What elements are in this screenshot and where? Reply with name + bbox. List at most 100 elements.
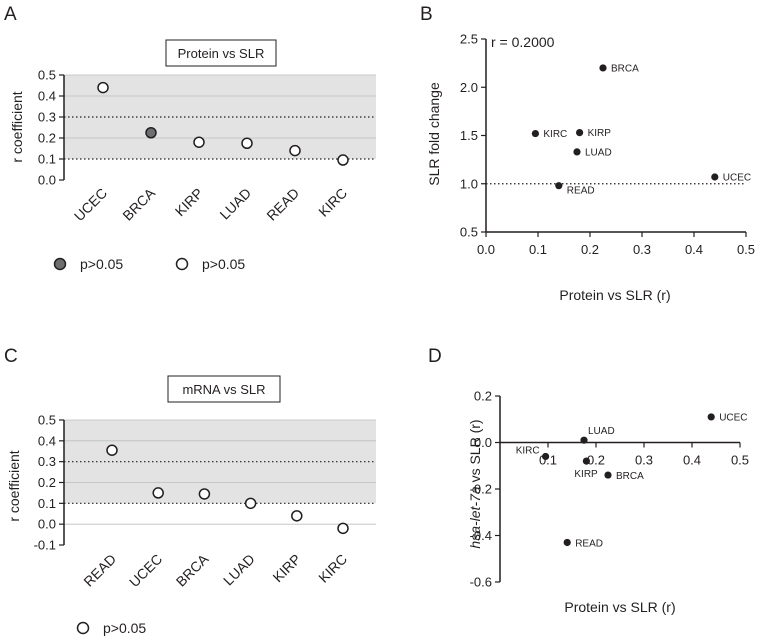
panel-a: Protein vs SLR 0.0 0.1 0.2 0.3 0.4 0.5 UCEC BRC…	[9, 39, 376, 272]
panel-d-ylabel-italic: hsa-let-7a	[467, 486, 483, 548]
point-label: LUAD	[588, 426, 615, 437]
data-point	[563, 538, 571, 547]
data-point	[193, 136, 205, 148]
y-tick-label: 0.2	[38, 475, 56, 490]
y-tick-label: 2.0	[460, 80, 478, 95]
data-point	[576, 129, 584, 137]
y-tick-label: 1.5	[460, 128, 478, 143]
data-point	[244, 497, 257, 510]
data-point	[97, 81, 109, 94]
x-category-label: KIRP	[269, 551, 303, 585]
y-tick-label: 0.0	[38, 517, 56, 532]
x-category-label: READ	[263, 185, 302, 224]
panel-c-title: mRNA vs SLR	[182, 382, 265, 397]
data-point	[291, 510, 303, 522]
y-tick-label: -0.2	[470, 482, 492, 497]
data-point	[599, 64, 607, 72]
point-label: LUAD	[585, 147, 612, 158]
panel-d-ylabel: hsa-let-7a vs SLR (r)	[467, 419, 483, 548]
legend-label-filled: p>0.05	[80, 256, 123, 272]
point-label: KIRC	[516, 445, 540, 456]
x-category-label: BRCA	[119, 184, 158, 223]
y-tick-label: 1.0	[460, 176, 478, 191]
data-point	[580, 436, 588, 444]
x-category-label: KIRP	[172, 185, 206, 219]
panel-letter-c: C	[4, 346, 18, 367]
x-category-label: KIRC	[315, 185, 350, 220]
panel-c-legend: p>0.05	[76, 620, 146, 636]
data-point	[707, 413, 715, 421]
y-tick-label: -0.1	[34, 538, 56, 553]
x-category-label: READ	[80, 551, 119, 590]
x-category-label: LUAD	[216, 185, 254, 223]
point-label: READ	[575, 538, 603, 549]
x-tick-label: 0.0	[477, 242, 495, 257]
panel-b-ylabel: SLR fold change	[426, 82, 442, 186]
panel-c: mRNA vs SLR -0.1 0.0 0.1 0.2 0.3 0.4 0.5 READ UC…	[6, 375, 376, 636]
panel-b: 0.0 0.1 0.2 0.3 0.4 0.5 0.5 1.0 1.5 2.0 2.5 BRCA KIR…	[426, 32, 755, 304]
data-point	[145, 127, 157, 139]
data-point	[152, 487, 164, 499]
y-tick-label: 0.3	[38, 454, 56, 469]
panel-b-xlabel: Protein vs SLR (r)	[559, 287, 670, 303]
x-category-label: KIRC	[315, 551, 350, 586]
x-tick-label: 0.3	[633, 242, 651, 257]
point-label: READ	[567, 186, 595, 197]
y-tick-label: 0.5	[460, 225, 478, 240]
x-tick-label: 0.5	[737, 242, 755, 257]
panel-c-ylabel: r coefficient	[6, 450, 22, 521]
x-tick-label: 0.1	[529, 242, 547, 257]
y-tick-label: 0.5	[38, 413, 56, 428]
y-tick-label: 0.2	[38, 131, 56, 146]
point-label: KIRP	[588, 128, 612, 139]
point-label: UCEC	[719, 412, 747, 423]
data-point	[555, 182, 563, 190]
legend-label-open: p>0.05	[202, 256, 245, 272]
panel-letter-b: B	[420, 4, 433, 25]
data-point	[106, 444, 118, 456]
y-tick-label: 0.4	[38, 433, 56, 448]
legend-label-open: p>0.05	[103, 620, 146, 636]
point-label: KIRC	[543, 129, 567, 140]
x-tick-label: 0.2	[587, 453, 605, 468]
y-tick-label: 0.1	[38, 152, 56, 167]
panel-a-plot: 0.0 0.1 0.2 0.3 0.4 0.5 UCEC BRCA KIRP LUAD READ KI…	[38, 68, 376, 224]
panel-a-ylabel: r coefficient	[9, 91, 25, 162]
point-label: KIRP	[574, 469, 598, 480]
data-point	[531, 129, 540, 138]
y-tick-label: 0.3	[38, 110, 56, 125]
panel-letter-a: A	[4, 4, 17, 25]
data-point	[582, 457, 591, 465]
x-tick-label: 0.3	[635, 453, 653, 468]
x-tick-label: 0.2	[581, 242, 599, 257]
panel-a-legend: p>0.05 p>0.05	[53, 256, 245, 272]
legend-marker-open	[76, 621, 90, 635]
panel-d-ylabel-rest: vs SLR (r)	[467, 419, 483, 486]
data-point	[542, 452, 550, 461]
data-point	[604, 471, 612, 479]
y-tick-label: -0.6	[470, 575, 492, 590]
data-point	[711, 173, 719, 181]
data-point	[198, 488, 211, 500]
data-point	[337, 522, 349, 535]
panel-b-r-text: r = 0.2000	[491, 34, 555, 50]
x-category-label: LUAD	[220, 551, 258, 589]
panel-letter-d: D	[428, 346, 442, 367]
panel-a-title: Protein vs SLR	[178, 46, 265, 61]
panel-d: 0.1 0.2 0.3 0.4 0.50.20.0-0.2-0.4-0.6UCECLUA…	[467, 389, 749, 616]
x-tick-label: 0.4	[685, 242, 703, 257]
point-label: BRCA	[616, 471, 644, 482]
y-tick-label: 0.4	[38, 89, 56, 104]
y-tick-label: 0.0	[474, 435, 492, 450]
panel-c-plot: -0.1 0.0 0.1 0.2 0.3 0.4 0.5 READ UCEC BRCA LUAD KI…	[34, 413, 376, 590]
data-point	[289, 144, 301, 157]
y-tick-label: 2.5	[460, 32, 478, 47]
x-tick-label: 0.4	[683, 453, 701, 468]
panel-c-title-box	[167, 375, 281, 403]
y-tick-label: 0.5	[38, 68, 56, 83]
legend-marker-filled	[53, 257, 67, 271]
point-label: UCEC	[723, 172, 751, 183]
x-category-label: UCEC	[126, 551, 165, 590]
point-label: BRCA	[611, 63, 639, 74]
x-category-label: UCEC	[71, 185, 110, 224]
